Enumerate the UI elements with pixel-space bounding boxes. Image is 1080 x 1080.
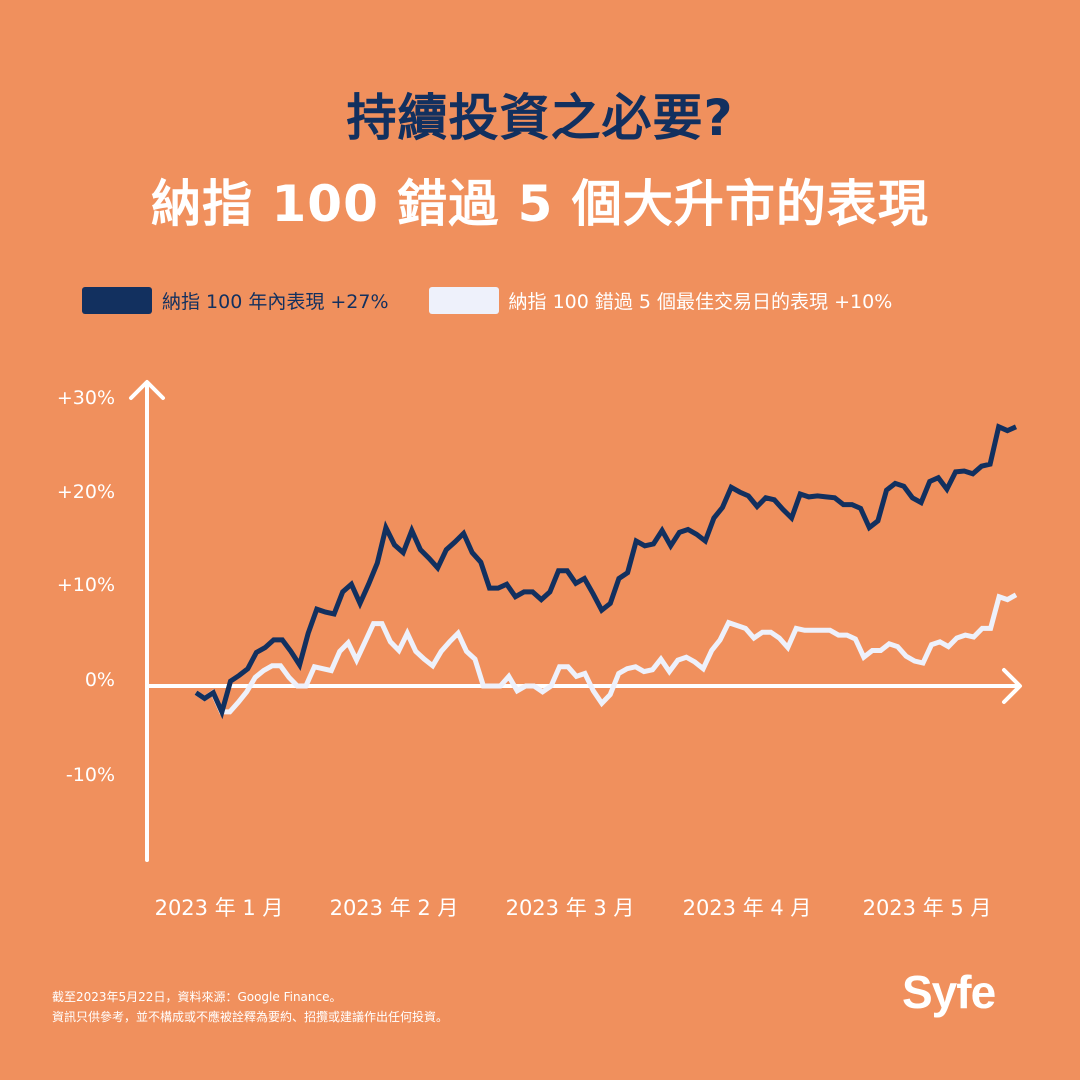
x-tick-apr: 2023 年 4 月	[682, 896, 812, 920]
y-tick-minus-10: -10%	[65, 764, 115, 786]
chart-legend: 納指 100 年內表現 +27% 納指 100 錯過 5 個最佳交易日的表現 +…	[82, 287, 932, 314]
legend-swatch-navy	[82, 287, 152, 314]
y-tick-10: +10%	[56, 574, 115, 596]
x-tick-jan: 2023 年 1 月	[154, 896, 284, 920]
footnote: 截至2023年5月22日，資料來源：Google Finance。 資訊只供參考…	[52, 987, 448, 1027]
y-tick-0: 0%	[84, 669, 115, 691]
syfe-logo: Syfe	[902, 966, 996, 1018]
y-axis-arrow-icon	[129, 380, 165, 400]
x-axis-arrow-icon	[1002, 668, 1022, 704]
legend-item-missed-best-days: 納指 100 錯過 5 個最佳交易日的表現 +10%	[428, 287, 893, 314]
x-axis	[147, 668, 1022, 704]
footnote-source: 截至2023年5月22日，資料來源：Google Finance。	[52, 990, 342, 1004]
y-tick-30: +30%	[56, 387, 115, 409]
title-line-1: 持續投資之必要?	[346, 89, 734, 147]
x-tick-feb: 2023 年 2 月	[329, 896, 459, 920]
x-tick-may: 2023 年 5 月	[862, 896, 992, 920]
footnote-disclaimer: 資訊只供參考，並不構成或不應被詮釋為要約、招攬或建議作出任何投資。	[52, 1010, 449, 1024]
y-axis	[129, 380, 165, 862]
title-line-2: 納指 100 錯過 5 個大升市的表現	[151, 175, 929, 233]
x-tick-mar: 2023 年 3 月	[505, 896, 635, 920]
series-line-nasdaq-ytd	[194, 423, 1018, 720]
legend-item-nasdaq-ytd: 納指 100 年內表現 +27%	[82, 287, 389, 314]
series-line-missed-best-days	[194, 592, 1018, 715]
legend-swatch-white	[428, 287, 499, 314]
y-tick-20: +20%	[56, 481, 115, 503]
legend-label-missed-best-days: 納指 100 錯過 5 個最佳交易日的表現 +10%	[508, 291, 893, 313]
legend-label-nasdaq-ytd: 納指 100 年內表現 +27%	[162, 291, 389, 313]
